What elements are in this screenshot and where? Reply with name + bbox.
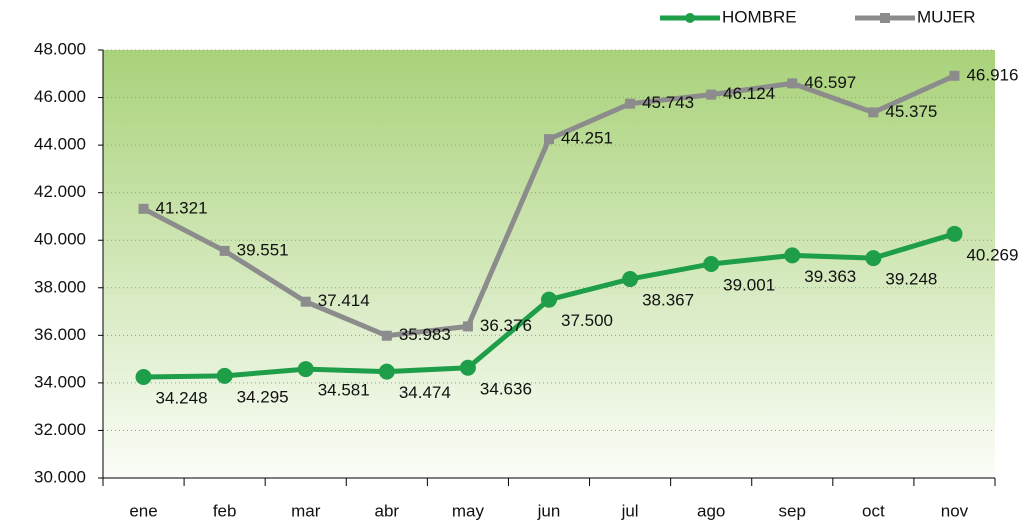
- point: [787, 78, 798, 89]
- y-tick-label: 40.000: [34, 230, 86, 249]
- x-tick-label: nov: [941, 501, 969, 520]
- x-tick-label: jul: [621, 501, 639, 520]
- value-label: 46.597: [804, 73, 856, 92]
- y-tick-label: 44.000: [34, 135, 86, 154]
- value-label: 34.474: [399, 383, 451, 402]
- value-label: 34.581: [318, 381, 370, 400]
- x-tick-label: ago: [697, 501, 725, 520]
- value-label: 34.248: [156, 388, 208, 407]
- value-label: 45.743: [642, 93, 694, 112]
- point: [949, 70, 960, 81]
- point: [706, 89, 717, 100]
- value-label: 39.001: [723, 275, 775, 294]
- value-label: 38.367: [642, 291, 694, 310]
- point: [135, 368, 152, 385]
- x-tick-label: ene: [129, 501, 157, 520]
- x-tick-label: sep: [779, 501, 806, 520]
- point: [459, 359, 476, 376]
- value-label: 39.551: [237, 240, 289, 259]
- value-label: 35.983: [399, 325, 451, 344]
- point: [868, 107, 879, 118]
- x-tick-label: feb: [213, 501, 237, 520]
- x-tick-label: mar: [291, 501, 321, 520]
- value-label: 34.295: [237, 387, 289, 406]
- value-label: 39.363: [804, 267, 856, 286]
- legend-marker: [685, 13, 695, 23]
- value-label: 36.376: [480, 316, 532, 335]
- point: [219, 245, 230, 256]
- x-tick-label: abr: [375, 501, 400, 520]
- point: [784, 247, 801, 264]
- point: [381, 330, 392, 341]
- point: [300, 296, 311, 307]
- value-label: 39.248: [885, 270, 937, 289]
- y-tick-label: 48.000: [34, 39, 86, 58]
- value-label: 46.124: [723, 84, 775, 103]
- value-label: 41.321: [156, 198, 208, 217]
- point: [462, 321, 473, 332]
- x-tick-label: oct: [862, 501, 885, 520]
- value-label: 37.414: [318, 291, 370, 310]
- point: [544, 134, 554, 145]
- value-label: 44.251: [561, 129, 613, 148]
- y-tick-label: 32.000: [34, 420, 86, 439]
- legend-label: MUJER: [917, 7, 976, 26]
- y-tick-label: 46.000: [34, 87, 86, 106]
- value-label: 34.636: [480, 379, 532, 398]
- point: [946, 225, 963, 242]
- point: [297, 361, 314, 378]
- plot-area: [103, 50, 995, 478]
- value-label: 37.500: [561, 311, 613, 330]
- point: [138, 203, 149, 214]
- point: [625, 98, 636, 109]
- y-tick-label: 34.000: [34, 372, 86, 391]
- x-tick-label: jun: [537, 501, 561, 520]
- x-tick-label: may: [452, 501, 485, 520]
- point: [541, 291, 557, 308]
- point: [703, 255, 720, 272]
- value-label: 46.916: [966, 65, 1018, 84]
- point: [622, 271, 639, 288]
- value-label: 45.375: [885, 102, 937, 121]
- value-label: 40.269: [966, 245, 1018, 264]
- y-tick-label: 38.000: [34, 277, 86, 296]
- y-tick-label: 36.000: [34, 325, 86, 344]
- y-tick-label: 42.000: [34, 182, 86, 201]
- point: [378, 363, 395, 380]
- point: [216, 367, 233, 384]
- y-tick-label: 30.000: [34, 467, 86, 486]
- legend-label: HOMBRE: [722, 7, 797, 26]
- point: [865, 250, 882, 267]
- legend-marker: [880, 13, 890, 23]
